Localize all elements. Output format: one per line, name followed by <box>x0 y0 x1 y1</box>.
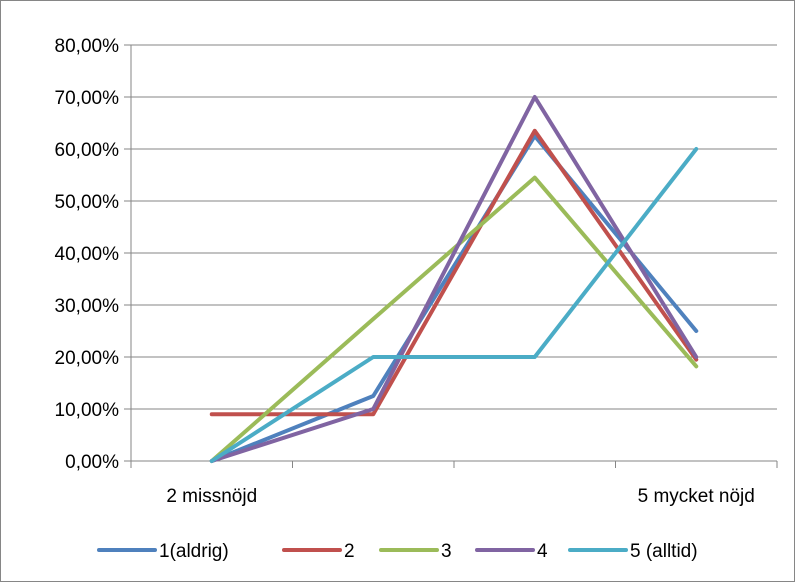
axes <box>124 44 778 468</box>
series-lines <box>209 95 699 463</box>
legend: 1(aldrig) 2 3 4 5 (alltid) <box>97 541 698 562</box>
y-tick-label: 10,00% <box>55 400 120 421</box>
legend-label: 4 <box>537 541 548 562</box>
x-tick-label: 2 missnöjd <box>166 486 257 507</box>
series-line <box>209 134 699 463</box>
y-tick-label: 60,00% <box>55 140 120 161</box>
y-tick-label: 80,00% <box>55 36 120 57</box>
x-tick-label: 5 mycket nöjd <box>638 486 755 507</box>
x-axis-tick-labels: 2 missnöjd 5 mycket nöjd <box>166 486 755 507</box>
y-tick-label: 50,00% <box>55 192 120 213</box>
y-tick-label: 30,00% <box>55 296 120 317</box>
y-tick-label: 40,00% <box>55 244 120 265</box>
series-line <box>209 147 699 463</box>
legend-label: 5 (alltid) <box>630 541 698 562</box>
y-tick-label: 20,00% <box>55 348 120 369</box>
legend-label: 3 <box>441 541 452 562</box>
gridlines <box>131 44 777 410</box>
y-axis-tick-labels: 0,00% 10,00% 20,00% 30,00% 40,00% 50,00% 60,00… <box>55 36 120 473</box>
series-line <box>209 128 699 417</box>
y-tick-label: 0,00% <box>65 452 119 473</box>
y-tick-label: 70,00% <box>55 88 120 109</box>
series-line <box>209 95 699 463</box>
legend-label: 2 <box>344 541 355 562</box>
legend-label: 1(aldrig) <box>159 541 229 562</box>
series-line <box>209 175 699 463</box>
